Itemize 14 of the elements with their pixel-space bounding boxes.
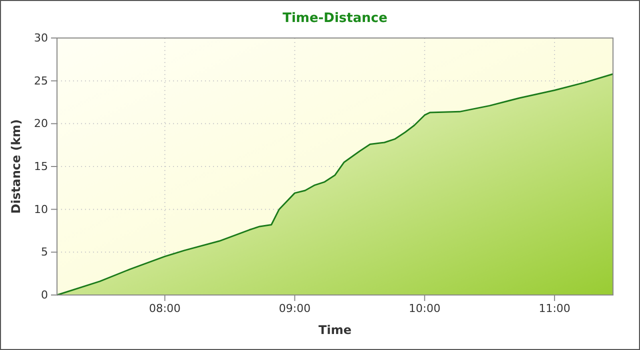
y-tick-label: 5 (41, 246, 48, 259)
y-tick-label: 20 (34, 117, 48, 130)
x-tick-label: 11:00 (538, 302, 570, 315)
y-axis-title: Distance (km) (9, 119, 23, 214)
x-axis-title: Time (318, 323, 352, 337)
x-tick-label: 08:00 (148, 302, 181, 315)
y-tick-label: 30 (34, 32, 48, 45)
y-tick-label: 25 (34, 74, 48, 88)
x-tick-label: 09:00 (278, 302, 311, 315)
x-tick-label: 10:00 (408, 302, 440, 315)
y-tick-label: 15 (34, 160, 48, 174)
chart-title: Time-Distance (282, 11, 388, 26)
y-tick-label: 0 (41, 288, 48, 302)
y-tick-label: 10 (34, 202, 48, 216)
